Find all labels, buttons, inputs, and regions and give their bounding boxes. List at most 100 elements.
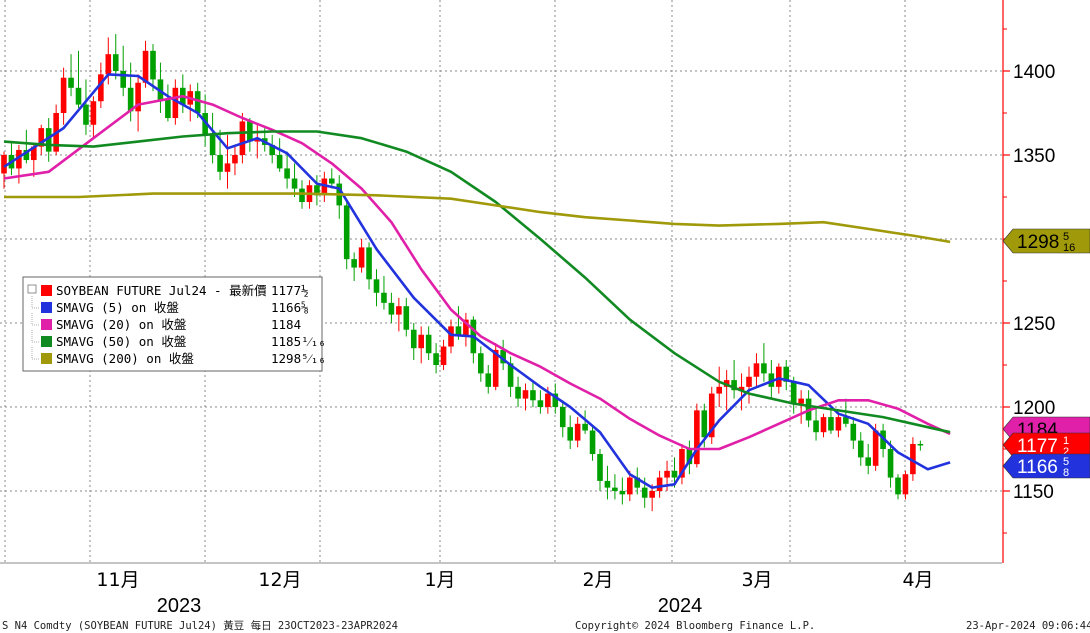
value-badge-frac-num: 5 bbox=[1063, 456, 1069, 468]
candle-body bbox=[418, 334, 424, 349]
candle-body bbox=[753, 363, 760, 377]
candle-body bbox=[612, 487, 618, 491]
candle-body bbox=[649, 491, 655, 498]
candle-body bbox=[843, 417, 849, 424]
candle-body bbox=[45, 128, 52, 152]
legend-swatch bbox=[41, 319, 52, 330]
candle-body bbox=[507, 363, 514, 387]
candle-body bbox=[798, 398, 804, 404]
candle-body bbox=[433, 353, 439, 365]
y-tick-label: 1200 bbox=[1013, 398, 1055, 419]
candle-body bbox=[105, 54, 112, 75]
legend-entry-value: 1185¹⁄₁₆ bbox=[271, 334, 326, 349]
legend-entry-value: 1184 bbox=[271, 317, 301, 332]
series-line bbox=[3, 130, 951, 434]
candle-body bbox=[16, 149, 22, 169]
candle-body bbox=[276, 155, 283, 169]
candle-body bbox=[634, 477, 641, 488]
x-month-label: 2月 bbox=[582, 569, 613, 591]
candle-body bbox=[217, 155, 223, 172]
candle-body bbox=[545, 393, 551, 407]
footer-copyright: Copyright© 2024 Bloomberg Finance L.P. bbox=[575, 620, 815, 632]
candle-body bbox=[790, 381, 797, 404]
candle-body bbox=[314, 185, 320, 196]
x-month-label: 12月 bbox=[258, 569, 301, 591]
x-year-label: 2023 bbox=[157, 595, 202, 617]
candle-body bbox=[627, 477, 633, 495]
series-line bbox=[4, 192, 951, 244]
candle-body bbox=[895, 477, 901, 495]
candle-body bbox=[1, 155, 7, 174]
value-badge-label: 1177 bbox=[1017, 436, 1058, 457]
candle-body bbox=[448, 326, 454, 347]
candle-body bbox=[604, 480, 611, 488]
x-month-label: 11月 bbox=[96, 569, 139, 591]
candle-body bbox=[142, 50, 149, 83]
y-tick-label: 1250 bbox=[1013, 314, 1055, 335]
candle-body bbox=[597, 454, 603, 481]
candle-body bbox=[269, 144, 275, 155]
candle-body bbox=[619, 491, 626, 495]
legend-entry-name: SMAVG (200) on 收盤 bbox=[56, 351, 194, 366]
candle-body bbox=[299, 188, 305, 203]
candle-body bbox=[902, 474, 909, 495]
candle-body bbox=[396, 306, 402, 315]
candle-body bbox=[373, 279, 380, 293]
candle-body bbox=[582, 423, 588, 431]
value-badge bbox=[1002, 432, 1090, 458]
candle-body bbox=[910, 443, 916, 475]
candle-body bbox=[865, 457, 871, 466]
legend-swatch bbox=[41, 302, 52, 313]
series-line bbox=[3, 94, 951, 451]
candle-body bbox=[410, 329, 417, 349]
candle-body bbox=[738, 386, 745, 391]
value-badge bbox=[1002, 453, 1090, 479]
legend-entry-name: SOYBEAN FUTURE Jul24 - 最新價 bbox=[56, 283, 267, 298]
candle-body bbox=[165, 99, 171, 119]
candle-body bbox=[559, 407, 566, 428]
legend-entry-name: SMAVG (5) on 收盤 bbox=[56, 300, 179, 315]
candle-body bbox=[351, 259, 357, 268]
candle-body bbox=[150, 50, 156, 80]
value-badge-frac-num: 1 bbox=[1063, 435, 1069, 447]
candle-body bbox=[209, 134, 216, 155]
candle-body bbox=[761, 363, 767, 374]
candle-body bbox=[500, 349, 506, 364]
candle-body bbox=[112, 54, 119, 71]
candle-body bbox=[671, 470, 678, 478]
x-month-label: 3月 bbox=[741, 569, 772, 591]
candle-body bbox=[857, 440, 864, 458]
candle-body bbox=[329, 178, 335, 184]
candle-body bbox=[731, 380, 737, 391]
candle-body bbox=[343, 205, 350, 260]
candle-body bbox=[872, 430, 879, 466]
candle-body bbox=[708, 393, 715, 438]
legend-entry-value: 1177½ bbox=[271, 283, 309, 298]
candle-body bbox=[679, 449, 685, 478]
candle-body bbox=[664, 470, 670, 478]
candle-body bbox=[90, 101, 97, 125]
candle-body bbox=[783, 366, 790, 382]
candle-body bbox=[485, 373, 492, 387]
footer-timestamp: 23-Apr-2024 09:06:44 bbox=[966, 620, 1090, 632]
candle-body bbox=[813, 420, 819, 433]
value-badge-frac-den: 8 bbox=[1063, 467, 1069, 479]
candle-body bbox=[68, 77, 74, 88]
candle-body bbox=[321, 178, 328, 196]
footer: S N4 Comdty (SOYBEAN FUTURE Jul24) 黃豆 每日… bbox=[2, 619, 1090, 632]
candle-body bbox=[425, 334, 432, 354]
candle-body bbox=[358, 247, 365, 268]
candle-body bbox=[515, 386, 521, 399]
candle-body bbox=[656, 477, 663, 491]
candle-body bbox=[23, 149, 30, 161]
candle-body bbox=[641, 487, 648, 498]
candle-body bbox=[694, 410, 700, 465]
candle-body bbox=[567, 427, 573, 441]
candle-body bbox=[31, 146, 37, 161]
legend-swatch bbox=[41, 336, 52, 347]
candle-body bbox=[232, 155, 238, 164]
candle-body bbox=[60, 77, 67, 113]
candle-body bbox=[589, 430, 596, 455]
series-line bbox=[3, 73, 951, 489]
